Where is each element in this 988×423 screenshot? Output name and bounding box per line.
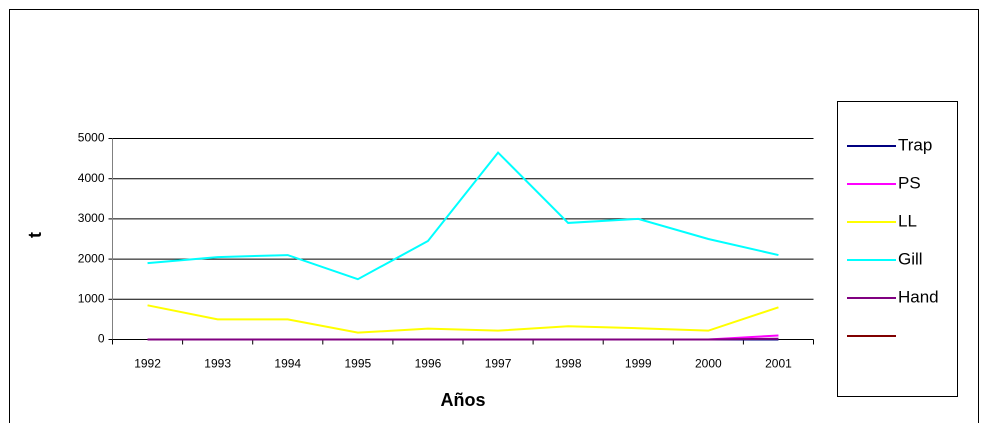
x-tick-label: 1993: [204, 357, 231, 371]
x-tick-label: 1996: [415, 357, 442, 371]
x-tick-label: 1997: [485, 357, 512, 371]
y-axis-title: t: [25, 232, 45, 238]
x-tick-label: 1994: [274, 357, 301, 371]
x-tick-label: 1995: [344, 357, 371, 371]
y-tick-label: 3000: [78, 211, 105, 225]
y-tick-label: 2000: [78, 251, 105, 265]
x-tick-label: 1999: [625, 357, 652, 371]
y-tick-label: 0: [98, 332, 105, 346]
legend-label: Gill: [898, 249, 923, 268]
series-line: [147, 304, 779, 334]
legend-label: Hand: [898, 287, 939, 306]
x-axis-title: Años: [441, 390, 486, 410]
x-tick-label: 2001: [765, 357, 792, 371]
series-line: [147, 151, 779, 281]
plot-area: [112, 138, 814, 340]
y-tick-label: 5000: [78, 131, 105, 145]
x-tick-label: 1992: [134, 357, 161, 371]
legend-label: LL: [898, 211, 917, 230]
legend-label: Trap: [898, 135, 932, 154]
y-tick-label: 4000: [78, 171, 105, 185]
legend: [837, 101, 958, 397]
legend-label: PS: [898, 173, 921, 192]
x-tick-label: 2000: [695, 357, 722, 371]
x-tick-label: 1998: [555, 357, 582, 371]
series-line: [147, 337, 779, 341]
y-tick-label: 1000: [78, 291, 105, 305]
